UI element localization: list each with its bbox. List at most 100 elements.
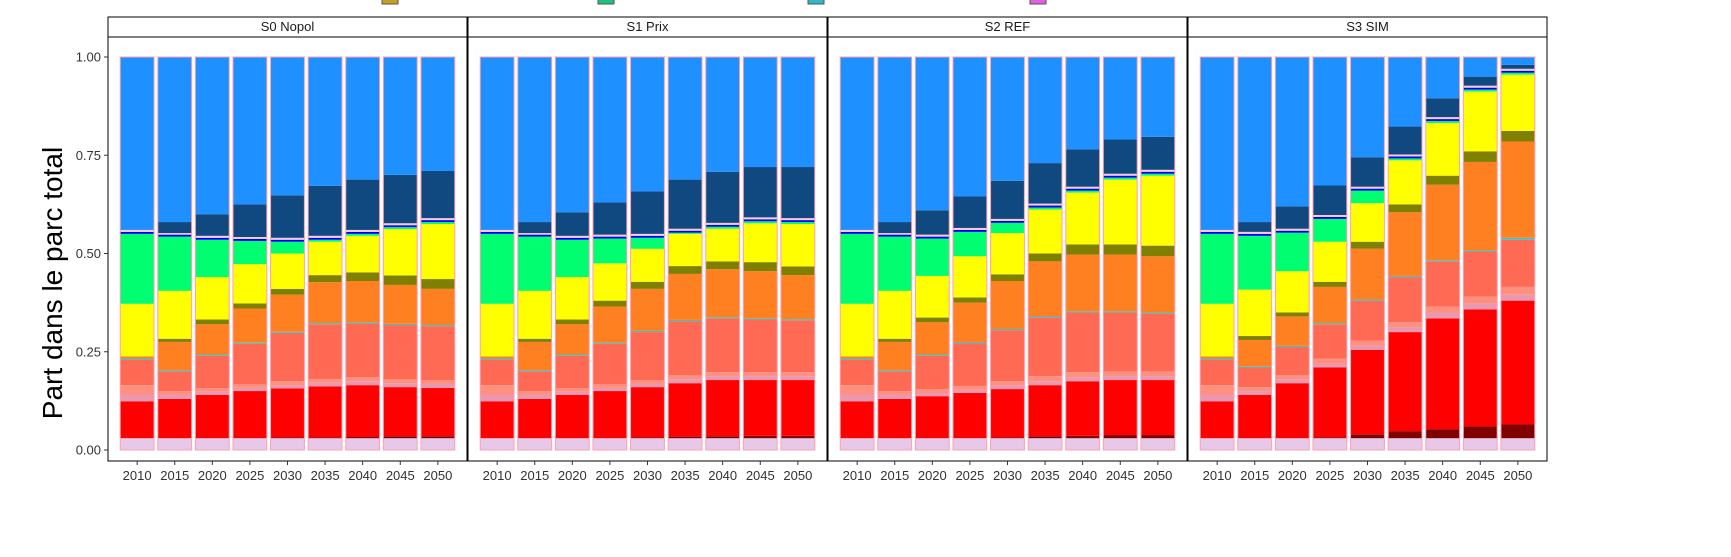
bar-segment	[1103, 57, 1138, 140]
bar-outline	[345, 56, 381, 451]
bar-segment	[1312, 438, 1347, 450]
bar-segment	[1200, 231, 1235, 234]
x-tick-label: 2030	[633, 468, 662, 483]
stacked-bar	[345, 56, 381, 451]
bar-segment	[1388, 204, 1423, 213]
bar-segment	[1275, 347, 1310, 376]
bar-segment	[1065, 149, 1100, 187]
bar-segment	[232, 236, 267, 239]
bar-segment	[1425, 438, 1460, 450]
bar-segment	[630, 330, 665, 333]
bar-outline	[630, 56, 665, 451]
bar-segment	[840, 385, 875, 395]
bar-segment	[555, 319, 590, 325]
bar-segment	[743, 438, 778, 450]
bar-segment	[877, 290, 912, 339]
bar-segment	[592, 238, 627, 264]
bar-segment	[705, 269, 740, 318]
bar-segment	[1312, 358, 1347, 364]
bar-segment	[952, 297, 987, 303]
bar-segment	[743, 167, 778, 218]
bar-outline	[914, 56, 950, 451]
stacked-bar	[382, 56, 418, 451]
facet-panel: S2 REF 2010 2015 2020 2025 2030 2035 2040 2045 20…	[827, 16, 1188, 483]
bar-segment	[743, 376, 778, 381]
bar-segment	[915, 389, 950, 394]
bar-segment	[990, 222, 1025, 234]
bar-segment	[705, 228, 740, 262]
bar-segment	[420, 57, 455, 171]
x-tick-label: 2020	[198, 468, 227, 483]
x-tick-label: 2035	[1391, 468, 1420, 483]
bar-segment	[1388, 156, 1423, 159]
bar-segment	[480, 394, 515, 402]
bar-segment	[555, 277, 590, 320]
bar-outline	[705, 56, 741, 451]
stacked-bar	[307, 56, 343, 451]
bar-outline	[1387, 56, 1423, 451]
bar-segment	[592, 57, 627, 203]
bar-segment	[195, 438, 230, 450]
bar-segment	[1028, 261, 1063, 316]
bar-segment	[1140, 169, 1175, 172]
x-tick-label: 2050	[783, 468, 812, 483]
bar-segment	[915, 236, 950, 239]
stacked-bar	[270, 56, 305, 451]
bar-segment	[517, 338, 552, 342]
x-tick-label: 2040	[1068, 468, 1097, 483]
bar-segment	[1425, 117, 1460, 120]
bar-segment	[1237, 367, 1272, 388]
bar-segment	[1200, 385, 1235, 395]
bar-segment	[383, 275, 418, 285]
x-tick-label: 2035	[311, 468, 340, 483]
bar-segment	[308, 185, 343, 236]
bar-segment	[990, 220, 1025, 223]
bar-segment	[232, 238, 267, 241]
bar-segment	[1028, 253, 1063, 262]
bar-segment	[232, 303, 267, 309]
bar-segment	[1500, 64, 1535, 69]
bar-segment	[1065, 186, 1100, 189]
bar-outline	[667, 56, 703, 451]
bar-segment	[157, 234, 192, 237]
bar-outline	[1500, 56, 1536, 451]
bar-segment	[1425, 57, 1460, 99]
bar-segment	[1028, 205, 1063, 208]
bar-segment	[780, 167, 815, 219]
bar-segment	[383, 229, 418, 276]
bar-segment	[420, 279, 455, 289]
bar-segment	[1350, 241, 1385, 249]
bar-segment	[480, 303, 515, 357]
bar-segment	[1103, 435, 1138, 439]
bar-segment	[383, 438, 418, 450]
y-tick-label: 0.50	[76, 246, 101, 261]
bar-segment	[915, 317, 950, 323]
bar-segment	[383, 57, 418, 175]
stacked-bar	[705, 56, 741, 451]
bar-segment	[1140, 175, 1175, 246]
bar-segment	[592, 391, 627, 439]
bar-segment	[1140, 245, 1175, 257]
bar-segment	[1312, 214, 1347, 217]
bar-outline	[420, 56, 456, 451]
bar-segment	[780, 266, 815, 276]
bar-segment	[877, 341, 912, 371]
bar-segment	[705, 436, 740, 439]
x-tick-label: 2040	[1428, 468, 1457, 483]
bar-segment	[1388, 277, 1423, 323]
facet-panels: S0 Nopol 2010 2015 2020 2025 2030 2035 2040 2045…	[107, 16, 1548, 483]
bar-segment	[383, 225, 418, 228]
bar-segment	[1103, 139, 1138, 174]
bar-segment	[877, 234, 912, 237]
bar-segment	[1103, 380, 1138, 436]
bar-segment	[1028, 57, 1063, 164]
bar-segment	[780, 372, 815, 377]
bar-segment	[780, 376, 815, 381]
bar-segment	[517, 234, 552, 237]
bar-segment	[383, 174, 418, 224]
bar-segment	[420, 222, 455, 225]
bar-segment	[1140, 435, 1175, 439]
bar-segment	[840, 356, 875, 359]
bar-segment	[195, 355, 230, 389]
bar-segment	[743, 319, 778, 373]
